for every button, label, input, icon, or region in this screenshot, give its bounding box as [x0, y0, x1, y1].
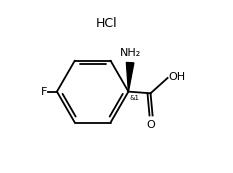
Text: NH₂: NH₂ — [120, 48, 142, 58]
Text: HCl: HCl — [96, 17, 117, 30]
Text: &1: &1 — [129, 95, 139, 101]
Text: O: O — [147, 120, 155, 130]
Text: OH: OH — [168, 72, 185, 82]
Text: F: F — [41, 87, 47, 97]
Polygon shape — [126, 62, 134, 92]
